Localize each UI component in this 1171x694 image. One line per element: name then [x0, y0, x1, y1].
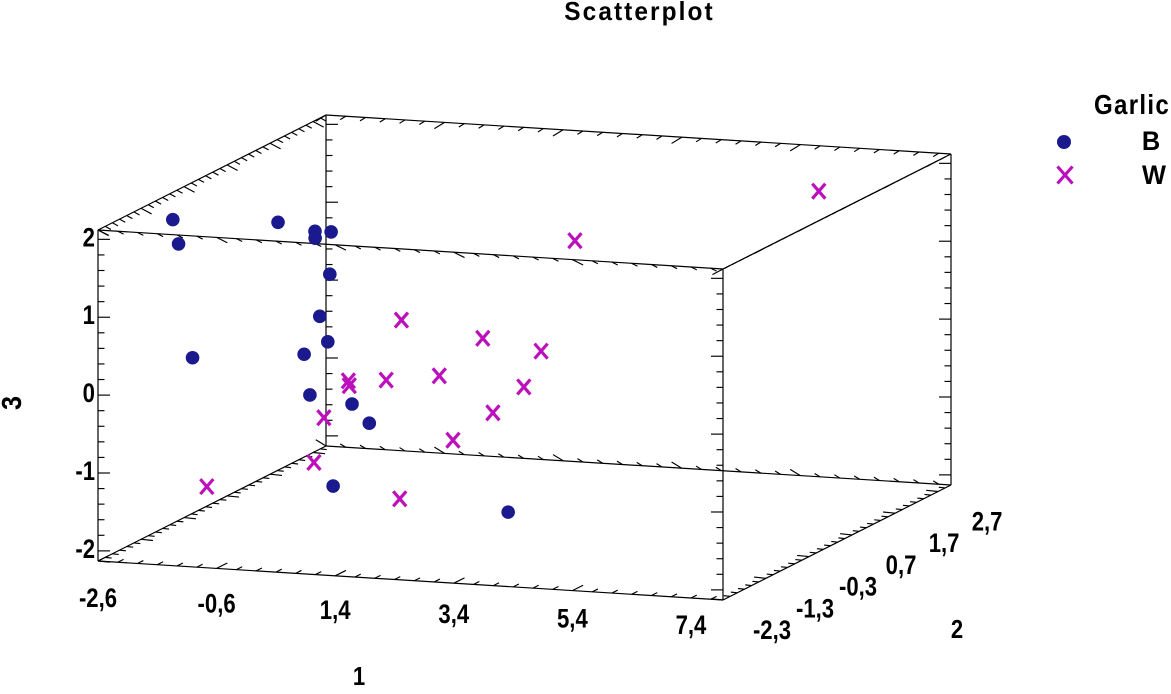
z-axis-title: 3: [0, 385, 28, 421]
data-point-dot: [320, 335, 335, 349]
y-tick-label: 0,7: [886, 551, 917, 581]
z-tick-label: -2: [75, 535, 95, 565]
data-point-dot: [171, 237, 186, 251]
data-point-x: [485, 404, 501, 422]
data-point-x: [316, 409, 332, 427]
data-points: [166, 182, 827, 519]
data-point-x: [341, 377, 358, 395]
x-tick-label: 3,4: [438, 600, 469, 630]
data-point-dot: [312, 309, 327, 324]
legend-title: Garlic: [1094, 89, 1171, 120]
data-point-x: [811, 182, 827, 200]
data-point-dot: [362, 416, 377, 431]
data-point-x: [340, 372, 357, 390]
data-point-x: [378, 371, 394, 389]
series-B: [166, 212, 515, 519]
x-tick-label: 1,4: [320, 596, 351, 626]
data-point-dot: [303, 388, 317, 402]
data-point-dot: [501, 505, 515, 519]
x-tick-label: -2,6: [79, 584, 117, 614]
data-point-x: [475, 329, 491, 347]
data-point-x: [567, 232, 583, 250]
data-point-dot: [324, 225, 338, 239]
data-point-x: [199, 478, 215, 496]
x-tick-label: 7,4: [676, 611, 707, 641]
z-tick-label: -1: [75, 457, 95, 487]
series-W: [199, 182, 827, 508]
data-point-dot: [166, 212, 180, 227]
legend-item-label-b: B: [1141, 126, 1161, 156]
data-point-dot: [185, 350, 200, 365]
axis-ticks: [97, 114, 951, 601]
y-tick-label: 1,7: [929, 529, 960, 559]
data-point-x: [393, 311, 410, 329]
data-point-x: [516, 378, 532, 396]
data-point-dot: [308, 231, 322, 245]
data-point-dot: [271, 215, 285, 230]
axis-tick-labels: -2,6 -0,6 1,4 3,4 5,4 7,4 -2,3-1,3-0,3 0,7 1,7 2,…: [75, 223, 1002, 645]
data-point-x: [392, 490, 408, 508]
data-point-x: [306, 453, 322, 471]
chart-title: Scatterplot: [564, 0, 715, 26]
data-point-dot: [323, 267, 337, 282]
y-tick-label: 2,7: [972, 508, 1003, 538]
y-tick-label: -2,3: [753, 616, 791, 646]
z-tick-label: 2: [83, 223, 95, 253]
data-point-x: [533, 342, 549, 360]
x-axis-title: 1: [352, 661, 366, 691]
y-tick-label: -1,3: [796, 594, 834, 624]
legend-item-label-w: W: [1142, 160, 1166, 190]
z-tick-label: 0: [83, 379, 95, 409]
legend-dot-marker-icon: [1057, 135, 1071, 149]
x-tick-label: -0,6: [198, 589, 236, 619]
legend-x-marker-icon: [1056, 165, 1074, 185]
y-axis-title: 2: [950, 614, 964, 644]
data-point-dot: [326, 479, 340, 493]
data-point-dot: [297, 347, 311, 362]
z-tick-label: 1: [83, 301, 96, 331]
x-tick-label: 5,4: [557, 605, 588, 635]
data-point-x: [431, 367, 447, 385]
data-point-dot: [345, 397, 359, 411]
y-tick-label: -0,3: [839, 573, 877, 603]
data-point-x: [445, 431, 461, 449]
